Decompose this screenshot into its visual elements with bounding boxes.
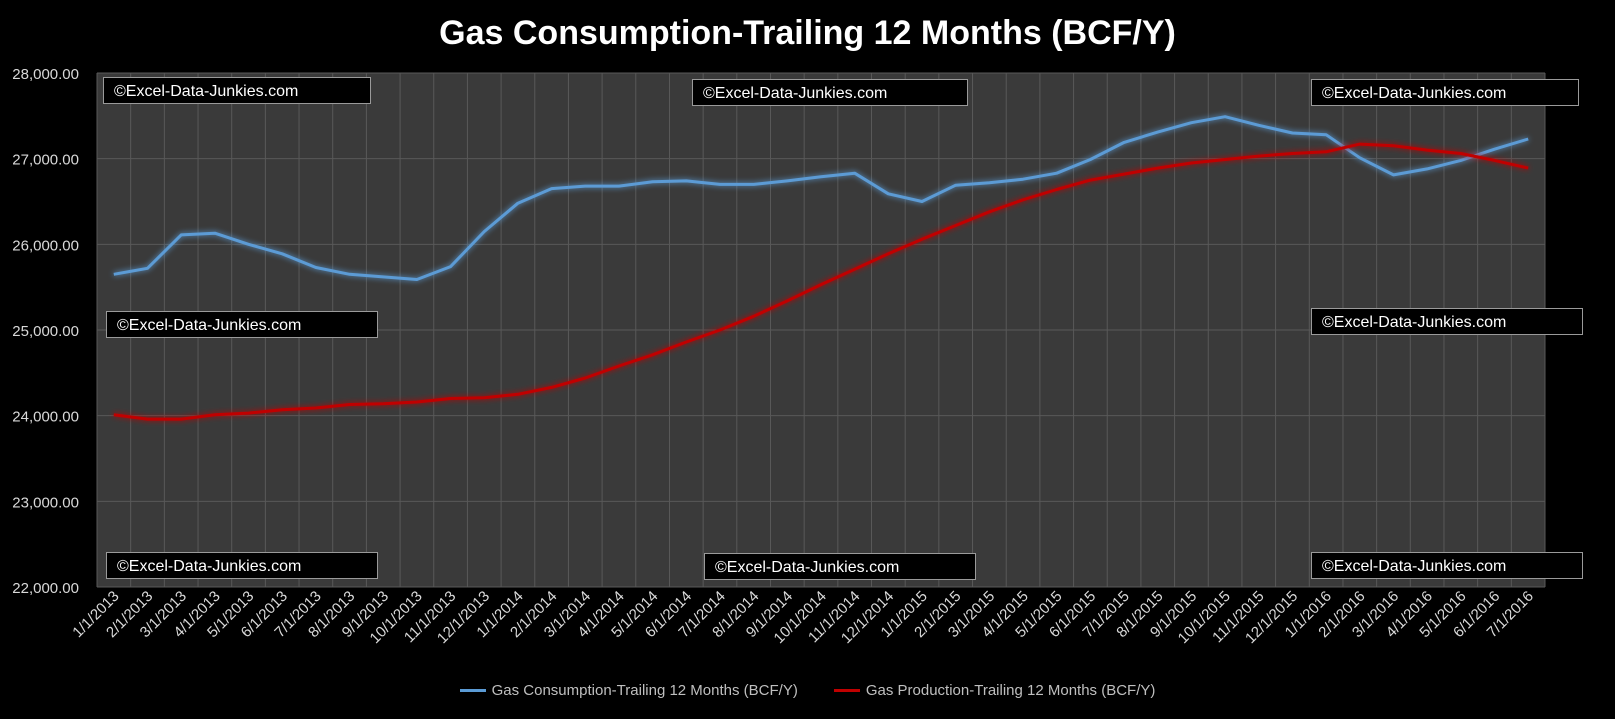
legend-item-consumption: Gas Consumption-Trailing 12 Months (BCF/… — [459, 682, 798, 699]
y-tick-label: 23,000.00 — [12, 494, 79, 511]
legend: Gas Consumption-Trailing 12 Months (BCF/… — [0, 682, 1615, 699]
watermark: ©Excel-Data-Junkies.com — [1311, 552, 1583, 579]
watermark: ©Excel-Data-Junkies.com — [1311, 308, 1583, 335]
grid-lines — [96, 72, 1546, 588]
watermark: ©Excel-Data-Junkies.com — [1311, 79, 1579, 106]
watermark: ©Excel-Data-Junkies.com — [704, 553, 976, 580]
y-tick-label: 25,000.00 — [12, 323, 79, 340]
watermark: ©Excel-Data-Junkies.com — [692, 79, 968, 106]
y-axis: 22,000.00 23,000.00 24,000.00 25,000.00 26,0… — [12, 66, 79, 597]
legend-item-production: Gas Production-Trailing 12 Months (BCF/Y… — [833, 682, 1156, 699]
y-tick-label: 27,000.00 — [12, 152, 79, 169]
legend-label: Gas Production-Trailing 12 Months (BCF/Y… — [865, 682, 1156, 699]
series-line-1 — [113, 142, 1529, 421]
y-tick-label: 28,000.00 — [12, 66, 79, 83]
watermark: ©Excel-Data-Junkies.com — [106, 552, 378, 579]
y-tick-label: 26,000.00 — [12, 237, 79, 254]
legend-label: Gas Consumption-Trailing 12 Months (BCF/… — [491, 682, 798, 699]
series-line-0 — [113, 115, 1529, 281]
legend-swatch — [459, 689, 486, 692]
chart-title: Gas Consumption-Trailing 12 Months (BCF/… — [439, 14, 1176, 52]
watermark: ©Excel-Data-Junkies.com — [106, 311, 378, 338]
y-tick-label: 22,000.00 — [12, 580, 79, 597]
legend-swatch — [833, 689, 860, 692]
y-tick-label: 24,000.00 — [12, 409, 79, 426]
x-axis: 1/1/20132/1/20133/1/20134/1/20135/1/2013… — [69, 588, 1537, 647]
series-lines — [113, 115, 1529, 421]
watermark: ©Excel-Data-Junkies.com — [103, 77, 371, 104]
